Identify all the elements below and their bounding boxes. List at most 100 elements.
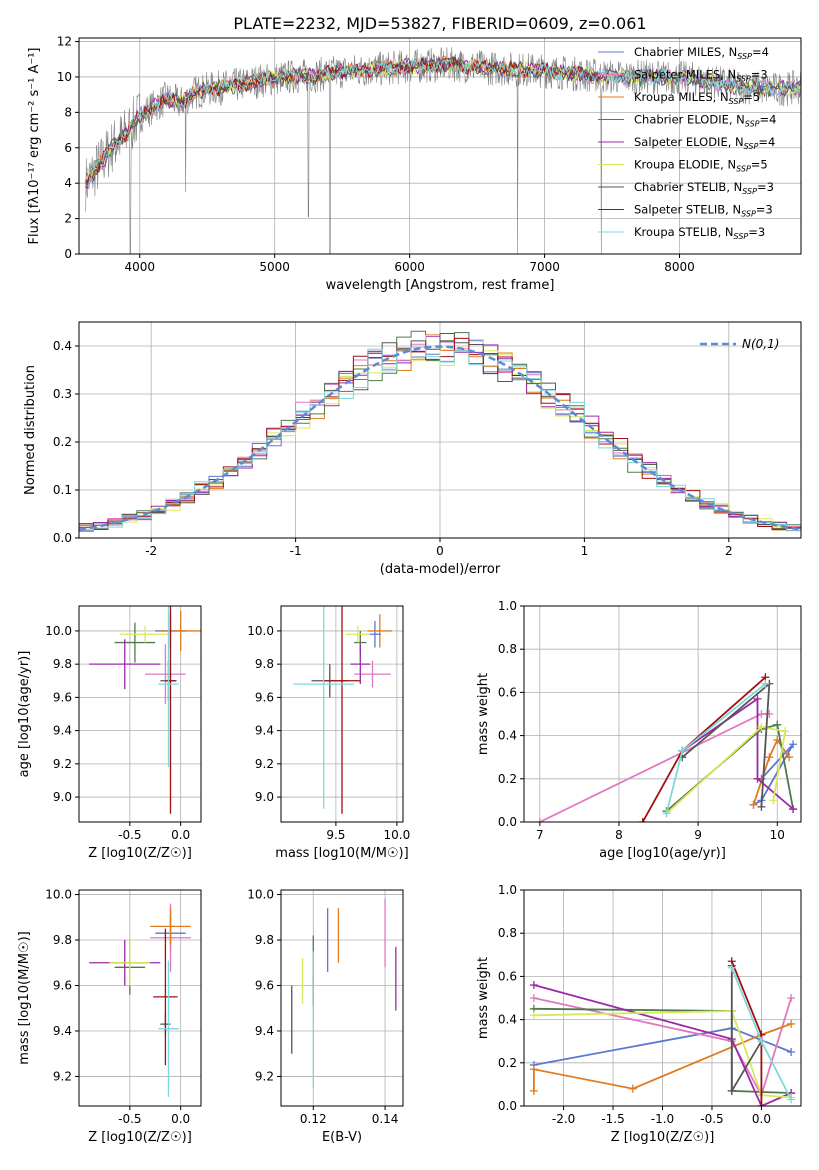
weight-line-5 [665,726,787,815]
x-tick-label: -0.5 [700,1112,723,1126]
plot-area [89,903,191,1097]
y-tick-label: 0.6 [498,969,517,983]
weight-line-1 [533,997,792,1098]
y-tick-label: 9.0 [53,790,72,804]
y-tick-label: 9.2 [255,757,274,771]
y-tick-label: 9.8 [255,657,274,671]
y-tick-label: 9.8 [53,657,72,671]
y-tick-label: 1.0 [498,883,517,897]
x-tick-label: 0 [436,544,444,558]
y-tick-label: 9.6 [53,978,72,992]
axes-frame [78,889,202,1107]
weight-vs-age-panel: 7 8 9 10 0.0 0.2 0.4 0.6 0.8 1.0 age [log10(age/yr… [476,599,802,861]
y-tick-label: 0.2 [498,772,517,786]
weight-marker-4 [529,981,538,990]
y-tick-label: 9.4 [255,724,274,738]
weight-marker-4 [789,805,798,814]
x-tick-label: 0.12 [300,1112,327,1126]
x-tick-label: 7000 [529,260,560,274]
y-tick-label: 1.0 [498,599,517,613]
x-tick-label: -0.5 [118,828,141,842]
x-tick-label: 10 [770,828,785,842]
y-tick-label: 0.2 [53,435,72,449]
spectrum-panel: 4000 5000 6000 7000 8000 0 2 4 6 8 10 12 wavelength … [27,35,802,293]
y-tick-label: 0.4 [498,729,517,743]
legend-entry-6: Chabrier STELIB, NSSP=3 [634,180,774,196]
legend-suffix: =3 [748,225,765,239]
y-axis-label: Normed distribution [23,365,38,495]
x-axis-label: (data-model)/error [380,562,501,577]
weight-marker-0 [787,1048,796,1056]
y-tick-label: 0.0 [498,1099,517,1113]
legend-subscript: SSP [734,232,749,241]
legend-subscript: SSP [742,187,757,196]
y-tick-label: 9.2 [53,1069,72,1083]
x-axis-label: age [log10(age/yr)] [599,846,726,861]
figure-title: PLATE=2232, MJD=53827, FIBERID=0609, z=0… [233,14,646,33]
legend-subscript: SSP [736,75,751,84]
y-tick-label: 0.8 [498,642,517,656]
y-tick-label: 0.0 [53,531,72,545]
x-tick-label: -1.0 [651,1112,674,1126]
weight-marker-2 [749,800,758,809]
weight-marker-1 [787,994,796,1002]
x-tick-label: 0.14 [372,1112,399,1126]
weight-marker-8 [757,1037,766,1046]
weight-marker-5 [781,727,790,736]
weight-marker-8 [678,746,687,755]
weight-marker-2 [787,1019,796,1028]
legend-subscript: SSP [745,120,760,129]
y-tick-label: 0.1 [53,483,72,497]
weight-marker-1 [757,710,766,718]
y-tick-label: 9.6 [53,690,72,704]
axes-frame [280,889,404,1107]
weight-marker-4 [753,694,762,703]
y-tick-label: 2 [64,212,72,226]
y-tick-label: 8 [64,105,72,119]
observed-spectrum [85,47,801,254]
legend-suffix: =5 [743,90,760,104]
x-tick-label: 2 [725,544,733,558]
x-tick-label: 9 [694,828,702,842]
legend-entry-4: Salpeter ELODIE, NSSP=4 [634,135,775,151]
legend-suffix: =4 [752,45,769,59]
x-axis-label: Z [log10(Z/Z☉)] [611,1130,715,1145]
y-tick-label: 10.0 [45,624,72,638]
model-spectrum-3 [85,57,801,188]
legend-suffix: =4 [758,135,775,149]
y-axis-label: mass weight [476,957,491,1039]
mass-vs-ebv-panel: 0.12 0.14 9.2 9.4 9.6 9.8 10.0 E(B-V) [247,888,404,1145]
x-tick-label: 8 [615,828,623,842]
y-tick-label: 9.0 [255,790,274,804]
y-tick-label: 0.2 [498,1056,517,1070]
x-axis-label: mass [log10(M/M☉)] [275,846,408,861]
x-tick-label: 8000 [664,260,695,274]
weight-line-6 [681,681,771,807]
y-axis-label: Flux [fλ10⁻¹⁷ erg cm⁻² s⁻¹ A⁻¹] [27,48,42,245]
plot-area [291,899,397,1088]
weight-line-1 [539,713,770,822]
model-spectrum-5 [85,57,801,181]
weight-marker-8 [727,963,736,972]
legend-suffix: =4 [760,113,777,127]
plot-area [89,606,201,814]
weight-marker-4 [753,774,762,783]
x-axis-label: E(B-V) [322,1130,362,1145]
weight-marker-8 [761,679,770,688]
y-tick-label: 9.6 [255,690,274,704]
weight-marker-8 [662,809,671,818]
legend-subscript: SSP [737,52,752,61]
y-axis-label: mass weight [476,673,491,755]
x-axis-label: Z [log10(Z/Z☉)] [88,846,192,861]
y-tick-label: 0.4 [53,339,72,353]
residuals-panel: -2 -1 0 1 2 0.0 0.1 0.2 0.3 0.4 (data-model)/error… [23,321,802,577]
y-tick-label: 9.2 [255,1069,274,1083]
legend-subscript: SSP [729,97,744,106]
weight-marker-5 [769,796,778,805]
weight-line-4 [533,984,792,1106]
legend-entry-3: Chabrier ELODIE, NSSP=4 [634,113,776,129]
x-axis-label: Z [log10(Z/Z☉)] [88,1130,192,1145]
weight-marker-5 [757,722,766,731]
plot-area [85,47,801,254]
